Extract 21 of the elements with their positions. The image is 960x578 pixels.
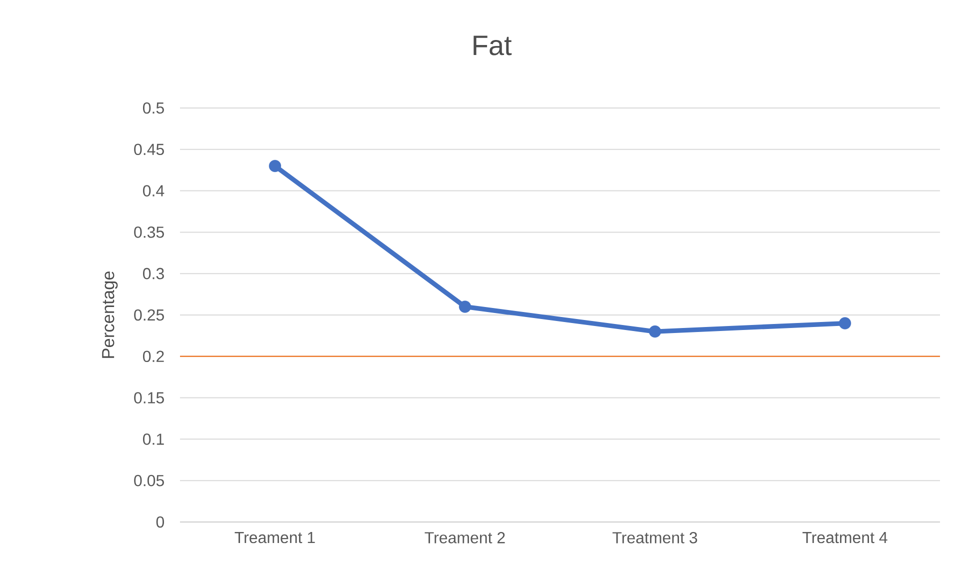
point [268,160,282,172]
y-tick-label: 0.5 [143,102,164,114]
y-tick-label: 0.2 [143,350,164,362]
x-tick-label: Treatment 4 [802,532,888,544]
point [838,317,852,330]
point [458,300,472,313]
y-tick-label: 0.05 [134,474,164,486]
x-tick-label: Treatment 3 [612,532,698,544]
point [648,325,662,338]
chart-title: Fat [474,36,512,56]
y-tick-label: 0.4 [143,185,164,196]
y-tick-label: 0.15 [134,392,164,404]
y-tick-label: 0.45 [134,144,164,156]
y-axis-title: Percentage [102,271,118,358]
y-tick-label: 0.1 [143,434,164,445]
x-tick-label: Treament 1 [234,532,315,544]
y-tick-label: 0 [156,516,164,528]
x-tick-label: Treament 2 [424,532,505,544]
y-tick-label: 0.3 [143,268,164,280]
y-tick-label: 0.35 [134,226,164,238]
y-tick-label: 0.25 [134,309,164,321]
